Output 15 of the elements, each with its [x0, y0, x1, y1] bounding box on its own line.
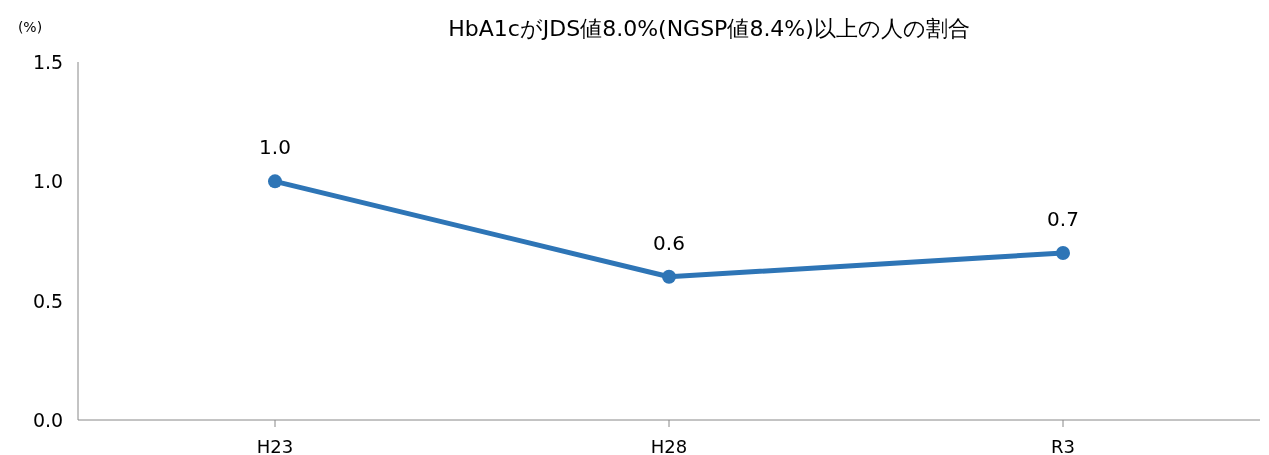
y-tick-label: 1.0 — [32, 170, 64, 193]
data-label: 1.0 — [259, 135, 291, 160]
x-tick-label: H23 — [256, 436, 294, 455]
point — [268, 174, 282, 189]
chart-title: HbA1cがJDS値8.0%(NGSP値8.4%)以上の人の割合 — [448, 16, 970, 41]
y-axis-title: (%) — [17, 19, 43, 35]
data-label: 0.6 — [653, 230, 685, 255]
point — [1056, 245, 1070, 260]
point — [662, 269, 676, 284]
data-label: 0.7 — [1047, 206, 1079, 231]
y-tick-label: 0.5 — [32, 289, 64, 312]
x-tick-label: H28 — [650, 436, 688, 455]
y-tick-label: 1.5 — [32, 51, 64, 73]
x-tick-label: R3 — [1051, 436, 1075, 455]
y-tick-label: 0.0 — [32, 409, 64, 431]
